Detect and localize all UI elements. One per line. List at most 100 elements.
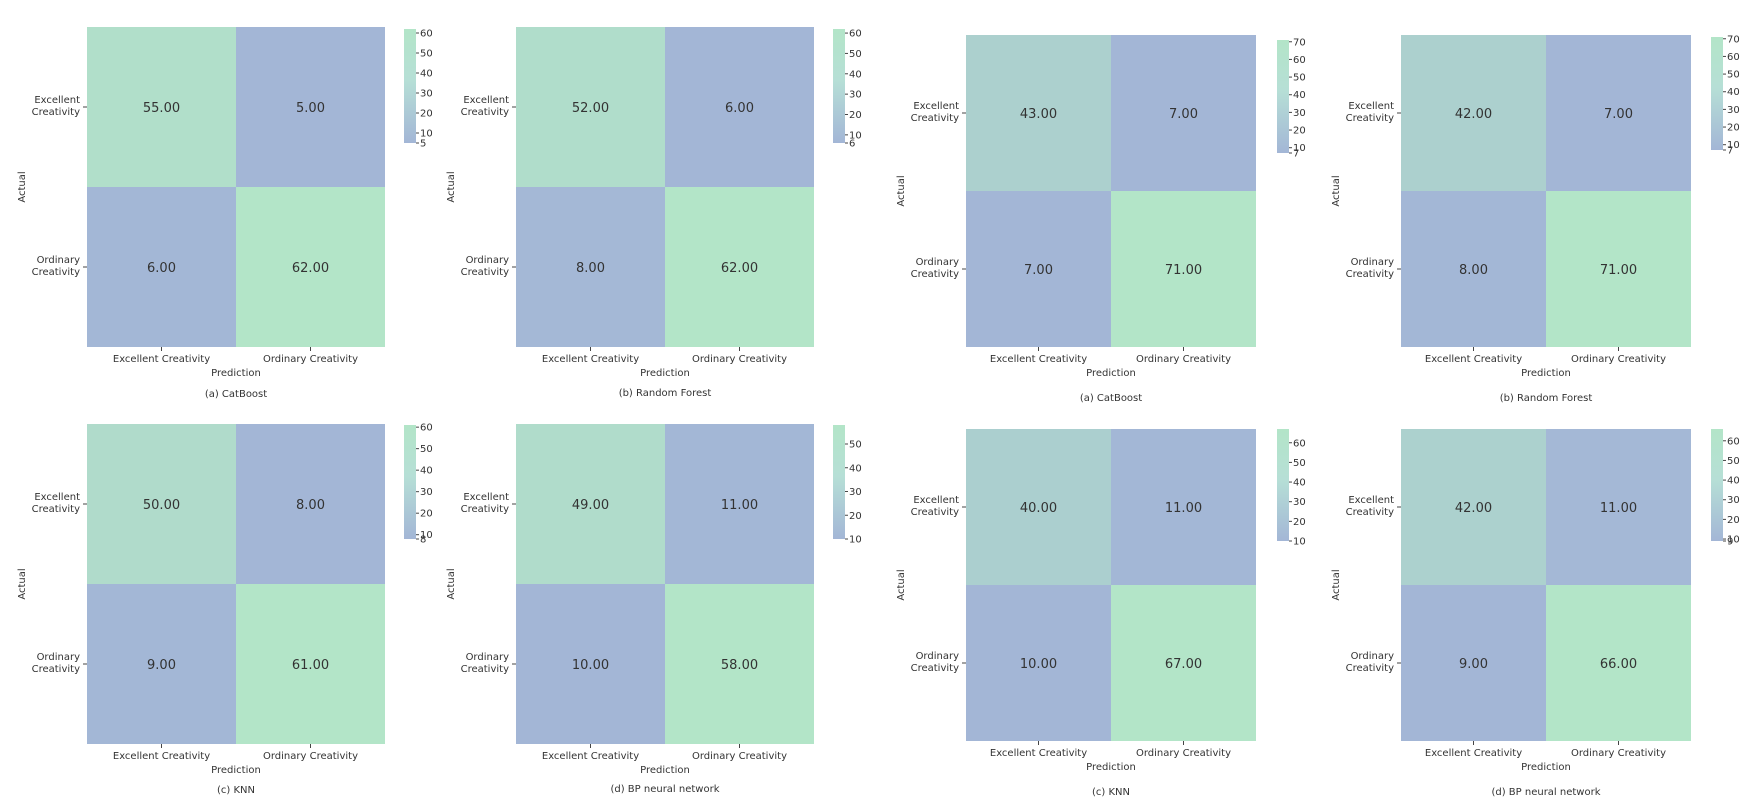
colorbar-tick-label: 70 <box>1293 37 1306 48</box>
heatmap-cell <box>966 35 1111 191</box>
confusion-matrix-panel-5: 50.00 8.00 9.00 61.00 Excellent Creativity Or… <box>17 423 433 796</box>
colorbar-tick-label: 7 <box>1293 149 1299 160</box>
x-tick-label: Excellent Creativity <box>542 354 639 365</box>
y-tick-label: Excellent Creativity <box>1346 101 1394 124</box>
x-tick-label: Ordinary Creativity <box>692 751 787 762</box>
colorbar-tick-label: 60 <box>420 423 433 434</box>
colorbar-tick-label: 10 <box>1293 143 1306 154</box>
x-tick-label: Ordinary Creativity <box>692 354 787 365</box>
heatmap-cell <box>236 424 385 584</box>
heatmap-cell <box>1111 429 1256 585</box>
cell-value-label: 11.00 <box>1600 501 1637 516</box>
x-axis-label: Prediction <box>211 765 261 776</box>
cell-value-label: 5.00 <box>296 101 325 116</box>
colorbar-tick-label: 50 <box>849 49 862 60</box>
heatmap-cell <box>1546 35 1691 191</box>
colorbar-tick-label: 60 <box>420 29 433 40</box>
y-tick-label: Ordinary Creativity <box>911 651 959 674</box>
y-tick-label: Ordinary Creativity <box>461 255 509 278</box>
colorbar-tick-label: 60 <box>1293 55 1306 66</box>
x-tick-label: Excellent Creativity <box>990 354 1087 365</box>
cell-value-label: 8.00 <box>296 498 325 513</box>
cell-value-label: 71.00 <box>1600 263 1637 278</box>
heatmap-cell <box>1401 429 1546 585</box>
colorbar-tick-label: 10 <box>849 130 862 141</box>
heatmap-cell <box>665 187 814 347</box>
x-axis-label: Prediction <box>1086 368 1136 379</box>
colorbar-tick-label: 40 <box>1727 476 1740 487</box>
heatmap-cell <box>665 584 814 744</box>
confusion-matrix-panel-2: 52.00 6.00 8.00 62.00 Excellent Creativity Or… <box>446 27 862 399</box>
x-axis-label: Prediction <box>1086 762 1136 773</box>
heatmap-cell <box>236 584 385 744</box>
cell-value-label: 9.00 <box>1459 657 1488 672</box>
heatmap-cell <box>1546 585 1691 741</box>
x-axis-label: Prediction <box>1521 368 1571 379</box>
confusion-matrix-panel-3: 43.00 7.00 7.00 71.00 Excellent Creativity Or… <box>896 35 1306 404</box>
y-axis-label: Actual <box>446 171 457 202</box>
x-tick-label: Ordinary Creativity <box>1136 354 1231 365</box>
heatmap-cell <box>87 584 236 744</box>
colorbar-tick-label: 40 <box>1727 87 1740 98</box>
colorbar-tick-label: 50 <box>1727 70 1740 81</box>
y-tick-label: Ordinary Creativity <box>461 652 509 675</box>
colorbar-tick-label: 20 <box>1293 517 1306 528</box>
cell-value-label: 9.00 <box>147 658 176 673</box>
heatmap-cell <box>87 187 236 347</box>
heatmap-cell <box>236 27 385 187</box>
colorbar <box>1711 429 1723 541</box>
y-tick-label: Excellent Creativity <box>32 492 80 515</box>
heatmap-cell <box>1546 191 1691 347</box>
cell-value-label: 62.00 <box>721 261 758 276</box>
y-tick-label: Ordinary Creativity <box>1346 651 1394 674</box>
cell-value-label: 52.00 <box>572 101 609 116</box>
x-axis-label: Prediction <box>640 368 690 379</box>
heatmap-cell <box>966 191 1111 347</box>
y-axis-label: Actual <box>446 568 457 599</box>
colorbar-tick-label: 5 <box>420 139 426 150</box>
x-tick-label: Ordinary Creativity <box>1136 748 1231 759</box>
heatmap-cell <box>516 187 665 347</box>
cell-value-label: 42.00 <box>1455 107 1492 122</box>
colorbar-tick-label: 50 <box>1727 456 1740 467</box>
heatmap-cell <box>966 585 1111 741</box>
cell-value-label: 58.00 <box>721 658 758 673</box>
y-tick-label: Excellent Creativity <box>911 101 959 124</box>
colorbar-tick-label: 40 <box>849 69 862 80</box>
x-tick-label: Ordinary Creativity <box>1571 354 1666 365</box>
panel-caption: (d) BP neural network <box>610 784 719 795</box>
cell-value-label: 11.00 <box>1165 501 1202 516</box>
colorbar-tick-label: 20 <box>849 110 862 121</box>
colorbar-tick-label: 9 <box>1727 537 1733 548</box>
cell-value-label: 62.00 <box>292 261 329 276</box>
panel-caption: (c) KNN <box>1092 787 1130 798</box>
cell-value-label: 55.00 <box>143 101 180 116</box>
heatmap-cell <box>1401 585 1546 741</box>
cell-value-label: 49.00 <box>572 498 609 513</box>
panel-caption: (c) KNN <box>217 785 255 796</box>
colorbar-tick-label: 50 <box>1293 73 1306 84</box>
colorbar <box>833 29 845 143</box>
y-axis-label: Actual <box>1331 569 1342 600</box>
colorbar-tick-label: 10 <box>1727 535 1740 546</box>
colorbar-tick-label: 20 <box>1293 126 1306 137</box>
colorbar-tick-label: 40 <box>1293 478 1306 489</box>
colorbar <box>1277 429 1289 541</box>
heatmap-cell <box>1546 429 1691 585</box>
colorbar-tick-label: 50 <box>1293 458 1306 469</box>
cell-value-label: 7.00 <box>1169 107 1198 122</box>
x-axis-label: Prediction <box>1521 762 1571 773</box>
y-tick-label: Ordinary Creativity <box>32 255 80 278</box>
colorbar-tick-label: 30 <box>420 89 433 100</box>
panel-caption: (a) CatBoost <box>205 389 267 400</box>
panel-caption: (a) CatBoost <box>1080 393 1142 404</box>
cell-value-label: 7.00 <box>1604 107 1633 122</box>
heatmap-cell <box>1111 585 1256 741</box>
cell-value-label: 66.00 <box>1600 657 1637 672</box>
cell-value-label: 43.00 <box>1020 107 1057 122</box>
colorbar-tick-label: 60 <box>849 29 862 40</box>
x-tick-label: Excellent Creativity <box>113 354 210 365</box>
y-tick-label: Ordinary Creativity <box>1346 257 1394 280</box>
cell-value-label: 6.00 <box>725 101 754 116</box>
y-axis-label: Actual <box>17 568 28 599</box>
